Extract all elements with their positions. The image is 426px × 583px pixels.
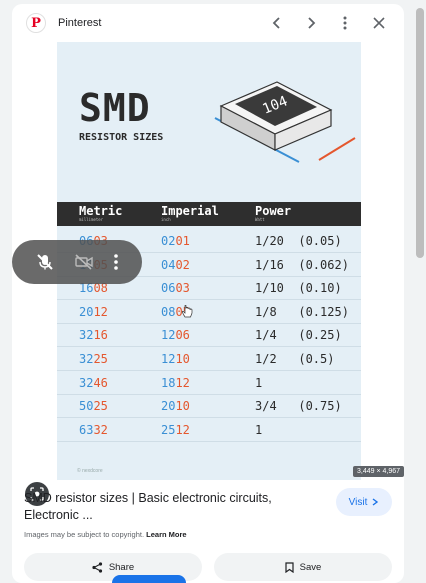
- copyright-text: Images may be subject to copyright.: [24, 530, 145, 539]
- table-row: 201208051/8 (0.125): [57, 300, 361, 324]
- table-row: 5025 2010 3/4 (0.75): [57, 394, 361, 419]
- power-cell: 1/20 (0.05): [255, 234, 342, 248]
- imperial-cell: 1812: [161, 375, 190, 390]
- image-viewer-card: P Pinterest SMD RESISTOR SIZES 104: [12, 4, 404, 583]
- save-label: Save: [299, 561, 322, 573]
- site-name[interactable]: Pinterest: [58, 17, 102, 29]
- table-row: 3216 1206 1/4 (0.25): [57, 323, 361, 348]
- metric-cell: 6332: [79, 422, 108, 437]
- metric-cell: 2012: [79, 304, 108, 319]
- more-vert-icon: [343, 16, 347, 30]
- share-label: Share: [108, 561, 135, 573]
- imperial-cell: 0402: [161, 257, 190, 272]
- power-cell: 1/16 (0.062): [255, 257, 349, 272]
- image-preview[interactable]: SMD RESISTOR SIZES 104 Metric millimeter …: [12, 42, 404, 506]
- scrollbar[interactable]: [416, 8, 424, 258]
- power-cell: 1/10 (0.10): [255, 281, 342, 296]
- infographic-title: SMD: [79, 86, 151, 130]
- next-button[interactable]: [300, 12, 322, 34]
- col-imperial: Imperial inch: [161, 204, 219, 222]
- more-vert-icon[interactable]: [114, 254, 118, 270]
- imperial-cell: 0201: [161, 234, 190, 248]
- previous-button[interactable]: [266, 12, 288, 34]
- metric-cell: 5025: [79, 399, 108, 414]
- lens-icon: [30, 487, 44, 501]
- power-cell: 1/8 (0.125): [255, 304, 349, 319]
- visit-label: Visit: [348, 496, 368, 508]
- pinterest-logo-icon: P: [26, 13, 46, 33]
- imperial-cell: 1206: [161, 328, 190, 343]
- infographic-subtitle: RESISTOR SIZES: [79, 132, 164, 143]
- metric-cell: 3216: [79, 328, 108, 343]
- power-cell: 1: [255, 422, 263, 437]
- watermark: © nexdcore: [77, 468, 103, 474]
- more-options-button[interactable]: [334, 12, 356, 34]
- power-cell: 1: [255, 375, 263, 390]
- close-button[interactable]: [368, 12, 390, 34]
- video-off-icon[interactable]: [74, 253, 94, 271]
- bottom-action-bar[interactable]: [112, 575, 186, 583]
- resistor-chip-illustration: 104: [214, 81, 356, 163]
- col-metric: Metric millimeter: [79, 204, 123, 222]
- learn-more-link[interactable]: Learn More: [146, 530, 187, 539]
- chevron-right-icon: [308, 17, 316, 29]
- metric-cell: 3246: [79, 375, 108, 390]
- table-row: 1608 0603 1/10 (0.10): [57, 276, 361, 301]
- power-cell: 1/4 (0.25): [255, 328, 342, 343]
- table-row: 3225 1210 1/2 (0.5): [57, 347, 361, 371]
- result-title[interactable]: SMD resistor sizes | Basic electronic ci…: [24, 491, 272, 522]
- imperial-cell: 1210: [161, 352, 190, 366]
- chevron-left-icon: [272, 17, 280, 29]
- imperial-cell: 2010: [161, 399, 190, 414]
- chevron-right-icon: [372, 498, 379, 506]
- bookmark-icon: [285, 561, 294, 573]
- metric-cell: 1608: [79, 281, 108, 296]
- save-button[interactable]: Save: [214, 553, 392, 581]
- viewer-header: P Pinterest: [12, 4, 404, 42]
- lens-button[interactable]: [25, 482, 49, 506]
- power-cell: 3/4 (0.75): [255, 399, 342, 414]
- share-icon: [92, 561, 102, 573]
- imperial-cell: 0603: [161, 281, 190, 296]
- mic-off-icon[interactable]: [36, 253, 54, 271]
- table-row: 6332 2512 1: [57, 418, 361, 442]
- close-icon: [373, 17, 385, 29]
- smd-infographic: SMD RESISTOR SIZES 104 Metric millimeter …: [57, 42, 361, 480]
- call-controls-overlay: [12, 240, 142, 284]
- visit-button[interactable]: Visit: [336, 488, 392, 516]
- imperial-cell: 2512: [161, 422, 190, 437]
- metric-cell: 3225: [79, 352, 108, 366]
- table-row: 3246 1812 1: [57, 371, 361, 395]
- dimensions-badge: 3,449 × 4,967: [352, 466, 404, 477]
- copyright-note: Images may be subject to copyright. Lear…: [24, 530, 187, 539]
- hand-cursor-icon: [182, 305, 193, 318]
- power-cell: 1/2 (0.5): [255, 352, 335, 366]
- col-power: Power Watt: [255, 204, 292, 222]
- table-header: Metric millimeter Imperial inch Power Watt: [57, 202, 361, 226]
